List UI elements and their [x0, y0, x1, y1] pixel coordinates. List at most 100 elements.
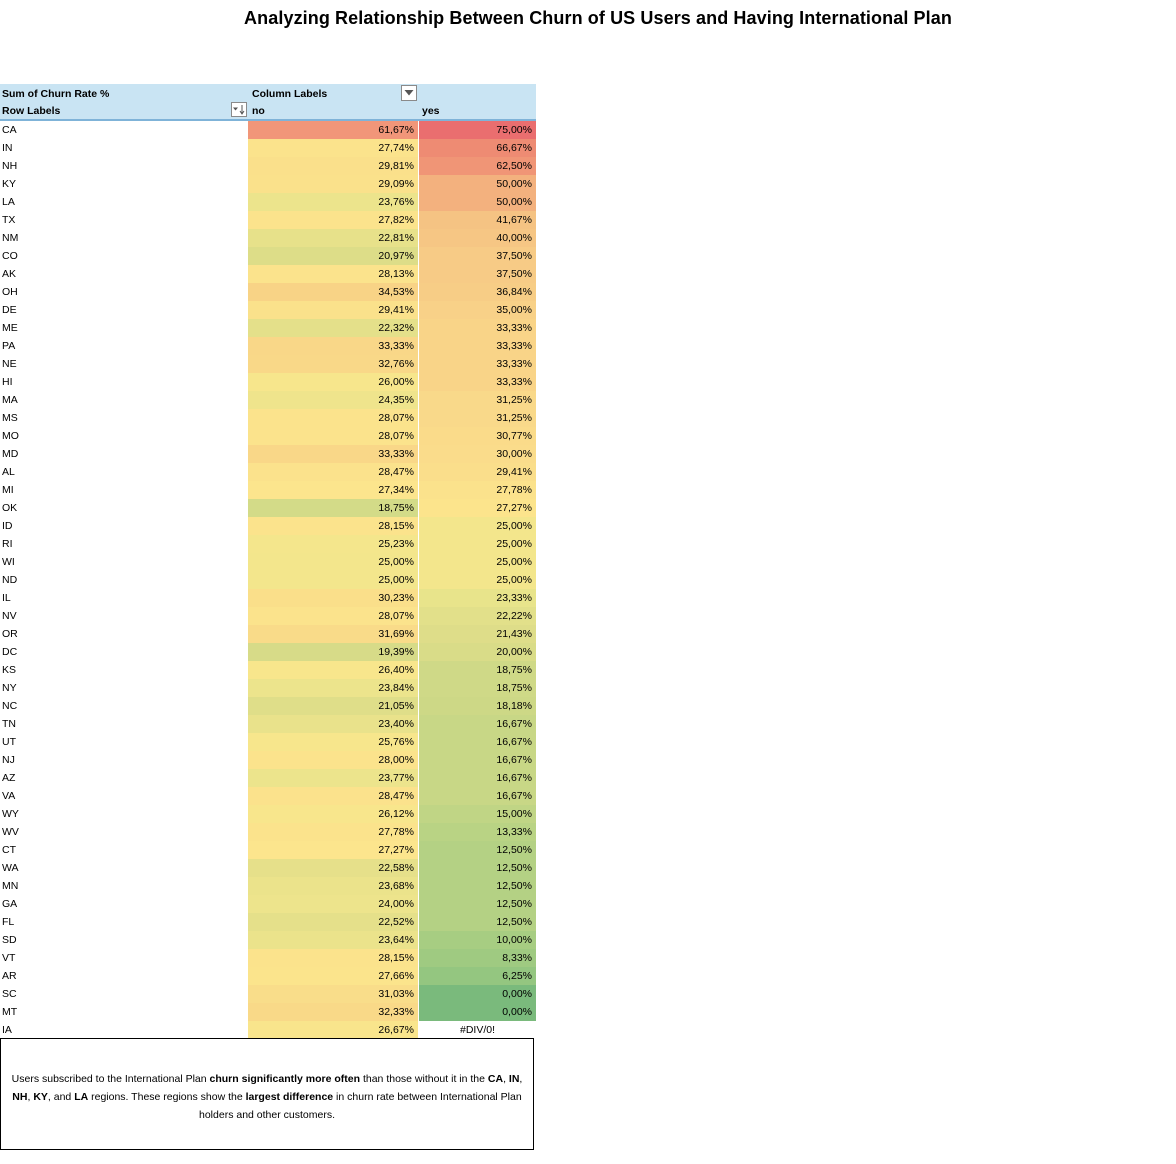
cell-no[interactable]: 23,40% — [248, 715, 418, 733]
row-label-state[interactable]: NY — [2, 682, 17, 694]
cell-yes[interactable]: #DIV/0! — [419, 1021, 536, 1039]
cell-yes[interactable]: 18,75% — [419, 661, 536, 679]
cell-no[interactable]: 61,67% — [248, 121, 418, 139]
cell-yes[interactable]: 30,77% — [419, 427, 536, 445]
table-row[interactable]: KY 29,09% 50,00% — [0, 175, 536, 193]
row-label-state[interactable]: NV — [2, 610, 17, 622]
cell-yes[interactable]: 50,00% — [419, 193, 536, 211]
cell-no[interactable]: 25,23% — [248, 535, 418, 553]
cell-yes[interactable]: 27,78% — [419, 481, 536, 499]
row-label-state[interactable]: OK — [2, 502, 18, 514]
cell-no[interactable]: 28,00% — [248, 751, 418, 769]
cell-no[interactable]: 23,76% — [248, 193, 418, 211]
cell-no[interactable]: 23,68% — [248, 877, 418, 895]
cell-no[interactable]: 28,15% — [248, 949, 418, 967]
cell-yes[interactable]: 16,67% — [419, 733, 536, 751]
cell-no[interactable]: 33,33% — [248, 337, 418, 355]
cell-no[interactable]: 21,05% — [248, 697, 418, 715]
table-row[interactable]: IL 30,23% 23,33% — [0, 589, 536, 607]
row-label-state[interactable]: VT — [2, 952, 16, 964]
cell-yes[interactable]: 30,00% — [419, 445, 536, 463]
table-row[interactable]: TX 27,82% 41,67% — [0, 211, 536, 229]
cell-no[interactable]: 25,76% — [248, 733, 418, 751]
cell-yes[interactable]: 66,67% — [419, 139, 536, 157]
table-row[interactable]: WY 26,12% 15,00% — [0, 805, 536, 823]
cell-yes[interactable]: 0,00% — [419, 985, 536, 1003]
row-label-state[interactable]: SD — [2, 934, 17, 946]
row-label-state[interactable]: PA — [2, 340, 16, 352]
cell-yes[interactable]: 18,18% — [419, 697, 536, 715]
table-row[interactable]: HI 26,00% 33,33% — [0, 373, 536, 391]
row-label-state[interactable]: MA — [2, 394, 18, 406]
cell-yes[interactable]: 29,41% — [419, 463, 536, 481]
table-row[interactable]: OR 31,69% 21,43% — [0, 625, 536, 643]
cell-no[interactable]: 19,39% — [248, 643, 418, 661]
cell-yes[interactable]: 0,00% — [419, 1003, 536, 1021]
table-row[interactable]: FL 22,52% 12,50% — [0, 913, 536, 931]
cell-yes[interactable]: 25,00% — [419, 517, 536, 535]
cell-no[interactable]: 27,34% — [248, 481, 418, 499]
table-row[interactable]: AK 28,13% 37,50% — [0, 265, 536, 283]
cell-yes[interactable]: 75,00% — [419, 121, 536, 139]
row-label-state[interactable]: KS — [2, 664, 17, 676]
cell-no[interactable]: 26,00% — [248, 373, 418, 391]
row-label-state[interactable]: MI — [2, 484, 14, 496]
table-row[interactable]: NM 22,81% 40,00% — [0, 229, 536, 247]
table-row[interactable]: WA 22,58% 12,50% — [0, 859, 536, 877]
row-label-state[interactable]: MS — [2, 412, 18, 424]
row-label-state[interactable]: NM — [2, 232, 19, 244]
table-row[interactable]: MT 32,33% 0,00% — [0, 1003, 536, 1021]
row-label-state[interactable]: OR — [2, 628, 18, 640]
cell-yes[interactable]: 25,00% — [419, 571, 536, 589]
table-row[interactable]: UT 25,76% 16,67% — [0, 733, 536, 751]
cell-yes[interactable]: 21,43% — [419, 625, 536, 643]
cell-no[interactable]: 25,00% — [248, 553, 418, 571]
table-row[interactable]: DC 19,39% 20,00% — [0, 643, 536, 661]
row-label-state[interactable]: FL — [2, 916, 15, 928]
row-label-state[interactable]: DC — [2, 646, 18, 658]
cell-no[interactable]: 28,47% — [248, 463, 418, 481]
table-row[interactable]: CT 27,27% 12,50% — [0, 841, 536, 859]
cell-yes[interactable]: 33,33% — [419, 355, 536, 373]
cell-yes[interactable]: 12,50% — [419, 859, 536, 877]
table-row[interactable]: NV 28,07% 22,22% — [0, 607, 536, 625]
cell-yes[interactable]: 41,67% — [419, 211, 536, 229]
table-row[interactable]: LA 23,76% 50,00% — [0, 193, 536, 211]
row-label-state[interactable]: IL — [2, 592, 11, 604]
table-row[interactable]: CA 61,67% 75,00% — [0, 121, 536, 139]
row-label-state[interactable]: CO — [2, 250, 18, 262]
cell-no[interactable]: 27,78% — [248, 823, 418, 841]
cell-yes[interactable]: 20,00% — [419, 643, 536, 661]
table-row[interactable]: MN 23,68% 12,50% — [0, 877, 536, 895]
table-row[interactable]: ME 22,32% 33,33% — [0, 319, 536, 337]
cell-yes[interactable]: 15,00% — [419, 805, 536, 823]
cell-no[interactable]: 28,15% — [248, 517, 418, 535]
row-label-state[interactable]: WY — [2, 808, 19, 820]
table-row[interactable]: NC 21,05% 18,18% — [0, 697, 536, 715]
cell-no[interactable]: 32,33% — [248, 1003, 418, 1021]
cell-no[interactable]: 26,40% — [248, 661, 418, 679]
table-row[interactable]: IN 27,74% 66,67% — [0, 139, 536, 157]
cell-yes[interactable]: 23,33% — [419, 589, 536, 607]
cell-no[interactable]: 32,76% — [248, 355, 418, 373]
table-row[interactable]: MI 27,34% 27,78% — [0, 481, 536, 499]
cell-yes[interactable]: 27,27% — [419, 499, 536, 517]
row-label-state[interactable]: WV — [2, 826, 19, 838]
cell-no[interactable]: 28,07% — [248, 607, 418, 625]
row-label-state[interactable]: ME — [2, 322, 18, 334]
table-row[interactable]: AR 27,66% 6,25% — [0, 967, 536, 985]
row-label-state[interactable]: NH — [2, 160, 18, 172]
cell-no[interactable]: 25,00% — [248, 571, 418, 589]
cell-yes[interactable]: 31,25% — [419, 409, 536, 427]
row-label-state[interactable]: ND — [2, 574, 18, 586]
cell-yes[interactable]: 16,67% — [419, 787, 536, 805]
cell-no[interactable]: 22,81% — [248, 229, 418, 247]
table-row[interactable]: MD 33,33% 30,00% — [0, 445, 536, 463]
cell-yes[interactable]: 8,33% — [419, 949, 536, 967]
cell-yes[interactable]: 33,33% — [419, 319, 536, 337]
cell-no[interactable]: 22,58% — [248, 859, 418, 877]
cell-yes[interactable]: 40,00% — [419, 229, 536, 247]
cell-yes[interactable]: 33,33% — [419, 337, 536, 355]
cell-no[interactable]: 26,12% — [248, 805, 418, 823]
cell-yes[interactable]: 18,75% — [419, 679, 536, 697]
